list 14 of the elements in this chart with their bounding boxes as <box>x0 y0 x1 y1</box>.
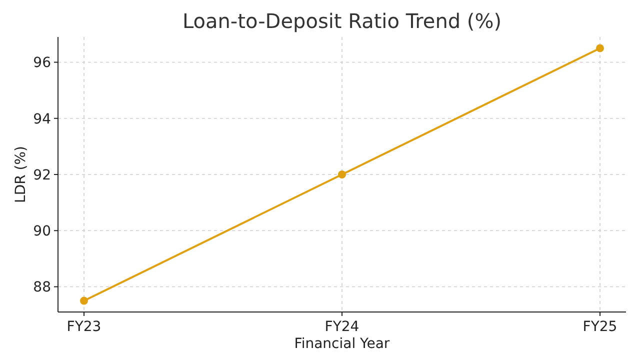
x-axis-title: Financial Year <box>294 336 390 352</box>
y-tick-label: 88 <box>33 280 51 296</box>
x-tick-label: FY23 <box>66 319 102 335</box>
chart-title: Loan-to-Deposit Ratio Trend (%) <box>182 9 502 33</box>
point <box>596 44 604 52</box>
y-tick-label: 92 <box>33 167 51 184</box>
point <box>80 296 88 305</box>
x-tick-label: FY25 <box>582 319 618 335</box>
point <box>338 170 346 178</box>
y-axis-title: LDR (%) <box>13 146 29 203</box>
x-tick-label: FY24 <box>324 319 360 335</box>
y-tick-label: 96 <box>33 55 52 72</box>
y-tick-label: 94 <box>33 111 52 128</box>
y-tick-label: 90 <box>33 224 51 240</box>
